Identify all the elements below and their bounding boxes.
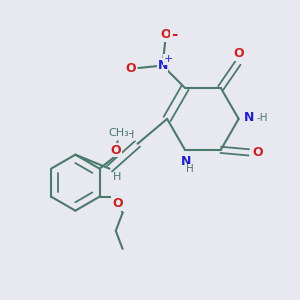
Text: N: N <box>244 112 254 124</box>
Text: O: O <box>112 197 123 210</box>
Text: O: O <box>233 47 244 60</box>
Text: -: - <box>171 27 178 42</box>
Text: O: O <box>160 28 171 41</box>
Text: N: N <box>158 59 168 72</box>
Text: N: N <box>180 155 191 168</box>
Text: H: H <box>126 130 134 140</box>
Text: O: O <box>253 146 263 159</box>
Text: H: H <box>186 164 194 174</box>
Text: O: O <box>111 143 122 157</box>
Text: H: H <box>113 172 122 182</box>
Text: +: + <box>164 54 173 64</box>
Text: -H: -H <box>257 113 268 123</box>
Text: CH₃: CH₃ <box>108 128 129 138</box>
Text: O: O <box>125 61 136 74</box>
